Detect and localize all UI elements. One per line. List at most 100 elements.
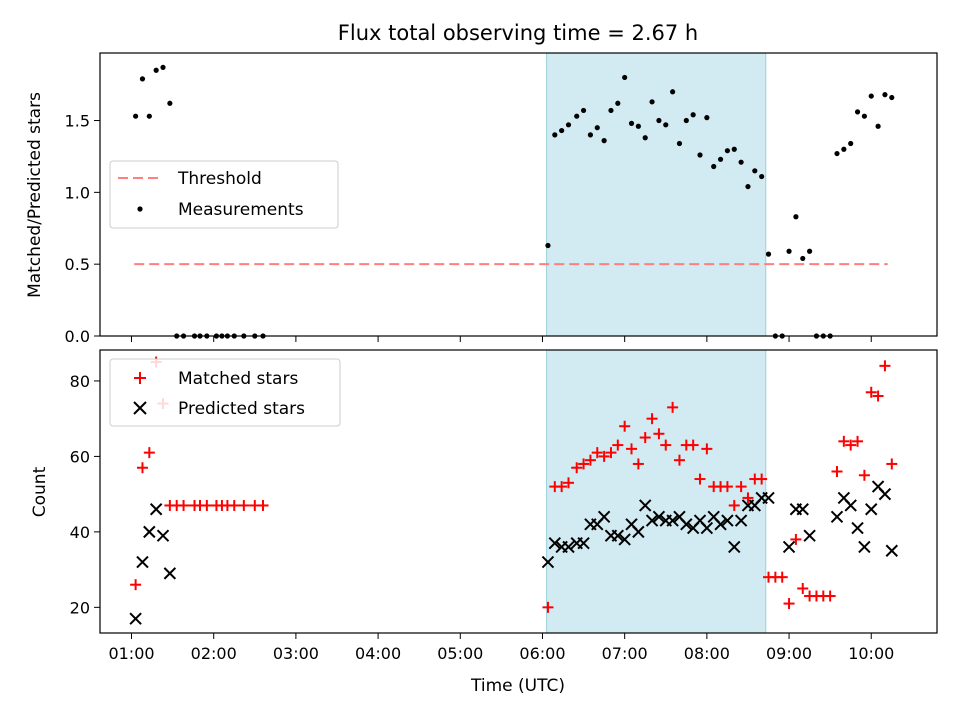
measurement-point	[574, 113, 580, 119]
x-tick-label: 08:00	[684, 644, 730, 663]
ratio-legend: Threshold Measurements	[109, 160, 339, 229]
matched-star-point	[639, 432, 651, 444]
ratio-y-tick-label: 0.5	[65, 255, 90, 274]
count-y-ticks: 20 40 60 80	[70, 372, 100, 617]
matched-star-point	[831, 466, 843, 478]
x-tick-label: 01:00	[108, 644, 154, 663]
x-tick-label: 09:00	[766, 644, 812, 663]
matched-star-point	[556, 481, 568, 493]
matched-star-point	[886, 458, 898, 470]
measurement-point	[642, 135, 648, 141]
predicted-star-point	[156, 529, 170, 542]
predicted-star-point	[618, 533, 631, 546]
measurement-point	[545, 242, 551, 249]
measurement-point	[676, 140, 683, 147]
legend-predicted-label: Predicted stars	[178, 399, 305, 419]
matched-star-point	[571, 462, 583, 474]
measurement-point	[724, 148, 731, 154]
measurement-point	[786, 248, 792, 254]
measurement-point	[738, 159, 744, 165]
ratio-legend-box	[109, 160, 339, 229]
matched-star-point	[838, 435, 850, 447]
matched-star-point	[858, 469, 870, 481]
predicted-star-point	[782, 540, 796, 554]
matched-star-point	[879, 360, 891, 372]
count-y-tick-label: 20	[70, 598, 90, 617]
measurement-point	[889, 94, 895, 101]
matched-star-point	[228, 499, 240, 511]
measurement-point	[752, 168, 758, 174]
x-tick-label: 02:00	[191, 644, 237, 663]
matched-star-point	[673, 454, 685, 466]
matched-star-point	[701, 443, 713, 455]
ratio-y-tick-label: 0.0	[65, 327, 90, 346]
measurement-point	[690, 112, 696, 118]
ratio-marks	[133, 64, 895, 339]
predicted-star-point	[700, 521, 714, 535]
x-axis-label: Time (UTC)	[470, 676, 565, 696]
x-tick-label: 06:00	[519, 644, 565, 663]
ratio-y-axis-label: Matched/Predicted stars	[25, 92, 45, 298]
measurement-point	[759, 173, 765, 180]
matched-star-point	[865, 386, 877, 398]
predicted-star-point	[762, 491, 775, 505]
matched-star-point	[824, 590, 836, 602]
observing-span-top	[546, 53, 766, 336]
x-tick-label: 10:00	[848, 644, 894, 663]
matched-star-point	[578, 458, 590, 470]
matched-star-point	[626, 443, 638, 455]
matched-star-point	[872, 390, 884, 402]
chart-title: Flux total observing time = 2.67 h	[338, 21, 698, 45]
predicted-star-point	[865, 503, 878, 516]
legend-measurements-swatch	[137, 206, 143, 212]
matched-star-point	[852, 435, 864, 447]
ratio-y-ticks: 0.0 0.5 1.0 1.5	[65, 112, 100, 346]
matched-star-point	[591, 447, 603, 459]
ratio-y-tick-label: 1.0	[65, 183, 90, 202]
measurement-point	[807, 248, 813, 254]
matched-star-point	[584, 454, 596, 466]
matched-star-point	[632, 458, 644, 470]
measurement-point	[854, 109, 861, 115]
measurement-point	[697, 152, 703, 158]
measurement-point	[587, 132, 594, 138]
measurement-point	[628, 120, 635, 126]
measurement-point	[765, 251, 772, 257]
measurement-point	[580, 107, 587, 114]
measurement-point	[167, 100, 173, 106]
predicted-star-point	[143, 525, 156, 539]
measurement-point	[146, 113, 152, 119]
predicted-star-point	[645, 514, 659, 527]
measurement-point	[594, 125, 600, 131]
predicted-star-point	[611, 529, 625, 542]
matched-star-point	[790, 533, 802, 545]
predicted-star-point	[149, 503, 163, 516]
ratio-y-tick-label: 1.5	[65, 112, 90, 131]
matched-star-point	[660, 439, 672, 451]
measurement-point	[565, 122, 572, 128]
predicted-star-point	[844, 499, 857, 512]
matched-star-point	[721, 481, 733, 493]
measurement-point	[608, 107, 614, 114]
measurement-point	[868, 93, 874, 99]
measurement-point	[875, 123, 881, 129]
measurement-point	[861, 113, 867, 119]
legend-matched-swatch	[134, 372, 146, 384]
measurement-point	[139, 76, 146, 82]
predicted-star-point	[632, 525, 645, 539]
measurement-point	[622, 74, 628, 81]
measurement-point	[848, 140, 854, 147]
measurement-point	[663, 122, 669, 128]
matched-star-point	[845, 439, 857, 451]
ratio-x-ticks	[131, 336, 872, 342]
ratio-panel: 0.0 0.5 1.0 1.5 Flux total observing time =…	[25, 21, 938, 346]
x-tick-label: 03:00	[273, 644, 319, 663]
matched-star-point	[646, 413, 658, 425]
matched-star-point	[238, 499, 250, 511]
matched-star-point	[653, 428, 665, 440]
legend-measurements-label: Measurements	[178, 200, 304, 220]
matched-star-point	[542, 601, 554, 613]
measurement-point	[711, 163, 717, 170]
matched-star-point	[728, 499, 740, 511]
